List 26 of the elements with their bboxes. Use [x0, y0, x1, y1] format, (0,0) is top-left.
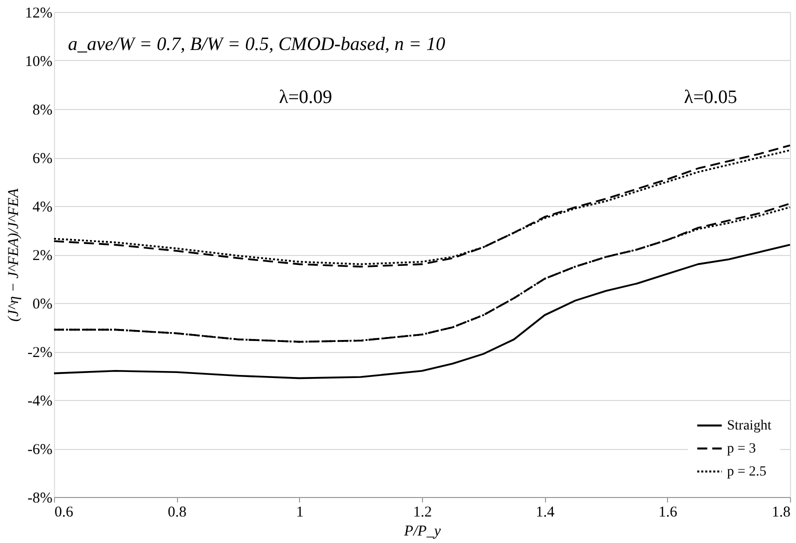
x-tick-label: 1.8 — [772, 504, 790, 520]
y-tick-label: 0% — [32, 296, 52, 312]
annotation: a_ave/W = 0.7, B/W = 0.5, CMOD-based, n = 10 — [68, 34, 446, 55]
annotation: λ=0.09 — [279, 87, 332, 108]
y-axis-title: (J^η − J^FEA)/J^FEA — [6, 188, 22, 322]
x-tick-label: 1.6 — [658, 504, 678, 520]
y-tick-label: 10% — [25, 54, 52, 70]
y-tick-label: 4% — [32, 200, 52, 216]
y-tick-label: 12% — [25, 6, 52, 22]
legend-label: Straight — [727, 418, 772, 434]
x-tick-label: 0.6 — [54, 504, 74, 520]
x-tick-label: 1.4 — [536, 504, 556, 520]
annotation: λ=0.05 — [684, 87, 738, 108]
y-tick-label: 8% — [32, 102, 52, 118]
x-tick-label: 1.2 — [413, 504, 432, 520]
y-tick-label: 2% — [32, 248, 52, 264]
y-tick-label: -4% — [28, 394, 52, 410]
y-tick-label: -6% — [28, 442, 52, 458]
y-tick-label: -2% — [28, 345, 52, 361]
y-tick-label: 6% — [32, 151, 52, 167]
legend-label: p = 3 — [727, 442, 756, 456]
y-tick-label: -8% — [28, 490, 52, 506]
x-axis-title: P/P_y — [403, 524, 442, 540]
x-tick-label: 0.8 — [168, 504, 187, 520]
x-tick-label: 1 — [296, 504, 304, 520]
legend-label: p = 2.5 — [727, 464, 766, 480]
